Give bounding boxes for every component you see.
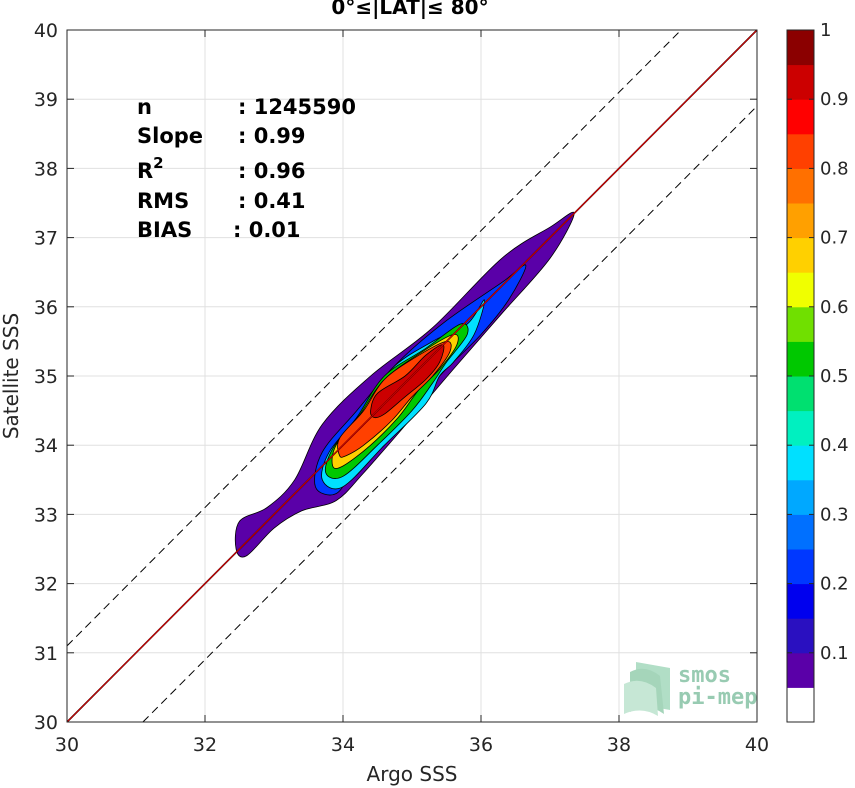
colorbar-segment xyxy=(787,445,814,481)
grid-lines xyxy=(66,29,758,723)
x-tick-label: 38 xyxy=(607,734,631,756)
colorbar-tick-label: 0.1 xyxy=(820,643,849,664)
colorbar-tick-label: 1 xyxy=(820,20,831,41)
y-axis-ticks: 30 31 32 33 34 35 36 37 38 39 40 xyxy=(34,20,757,734)
y-tick-label: 37 xyxy=(34,228,58,250)
y-tick-label: 36 xyxy=(34,297,58,319)
colorbar-tick-label: 0.3 xyxy=(820,504,849,525)
colorbar-segment xyxy=(787,479,814,515)
y-tick-label: 35 xyxy=(34,366,58,388)
y-tick-label: 39 xyxy=(34,89,58,111)
colorbar-segment xyxy=(787,64,814,100)
x-tick-label: 40 xyxy=(745,734,769,756)
x-axis-label: Argo SSS xyxy=(367,762,458,786)
colorbar-segment xyxy=(787,306,814,342)
upper-bound-line xyxy=(66,29,682,647)
logo-text-line2: pi-mep xyxy=(678,685,757,710)
colorbar-tick-label: 0.5 xyxy=(820,366,849,387)
stats-box: n : 1245590 Slope : 0.99 R2 : 0.96 RMS :… xyxy=(137,95,356,242)
colorbar-segment xyxy=(787,376,814,412)
colorbar-tick-label: 0.7 xyxy=(820,228,849,249)
colorbar-segment xyxy=(787,237,814,273)
stat-rms-value: : 0.41 xyxy=(238,189,306,213)
colorbar-segment xyxy=(787,168,814,204)
stat-slope-value: : 0.99 xyxy=(238,124,306,148)
x-tick-label: 34 xyxy=(331,734,355,756)
stat-rms-label: RMS xyxy=(137,189,189,213)
x-tick-label: 30 xyxy=(55,734,79,756)
logo-text-line1: smos xyxy=(678,663,731,688)
stat-r2-label: R2 xyxy=(137,154,164,183)
reference-lines xyxy=(66,29,758,723)
colorbar-tick-label: 0.6 xyxy=(820,297,849,318)
colorbar-segment xyxy=(787,652,814,688)
identity-line xyxy=(66,29,758,723)
y-tick-label: 30 xyxy=(34,712,58,734)
stat-n-value: : 1245590 xyxy=(238,95,356,119)
y-tick-label: 31 xyxy=(34,643,58,665)
stat-r2-superscript: 2 xyxy=(153,154,163,172)
colorbar-tick-label: 0.4 xyxy=(820,435,849,456)
colorbar-segment xyxy=(787,133,814,169)
colorbar-segment xyxy=(787,410,814,446)
colorbar-tick-label: 0.9 xyxy=(820,89,849,110)
colorbar-segment xyxy=(787,549,814,585)
colorbar-segment xyxy=(787,99,814,135)
colorbar-segment xyxy=(787,341,814,377)
y-tick-label: 40 xyxy=(34,20,58,42)
stat-slope-label: Slope xyxy=(137,124,203,148)
colorbar-tick-label: 0.2 xyxy=(820,574,849,595)
stat-r2-value: : 0.96 xyxy=(238,159,306,183)
lower-bound-line xyxy=(142,105,758,723)
colorbar-segment xyxy=(787,272,814,308)
y-axis-label: Satellite SSS xyxy=(0,313,23,439)
stat-bias-label: BIAS xyxy=(137,218,192,242)
y-tick-label: 33 xyxy=(34,504,58,526)
chart-title: 0°≤|LAT|≤ 80° xyxy=(331,0,488,19)
smos-pimep-logo: smos pi-mep xyxy=(624,662,757,716)
colorbar-segment xyxy=(787,687,814,723)
colorbar-segment xyxy=(787,203,814,239)
y-tick-label: 34 xyxy=(34,435,58,457)
x-tick-label: 36 xyxy=(469,734,493,756)
colorbar-segment xyxy=(787,30,814,66)
y-tick-label: 32 xyxy=(34,574,58,596)
x-tick-label: 32 xyxy=(193,734,217,756)
stat-bias-value: : 0.01 xyxy=(233,218,301,242)
colorbar-segment xyxy=(787,514,814,550)
colorbar-tick-label: 0.8 xyxy=(820,158,849,179)
colorbar-segment xyxy=(787,618,814,654)
y-tick-label: 38 xyxy=(34,158,58,180)
x-axis-ticks: 30 32 34 36 38 40 xyxy=(55,30,769,756)
logo-waves-icon xyxy=(624,662,670,716)
colorbar: 0.1 0.2 0.3 0.4 0.5 0.6 0.7 0.8 0.9 1 xyxy=(786,20,849,723)
stat-r2-letter: R xyxy=(137,159,153,183)
stat-n-label: n xyxy=(137,95,152,119)
colorbar-segment xyxy=(787,583,814,619)
